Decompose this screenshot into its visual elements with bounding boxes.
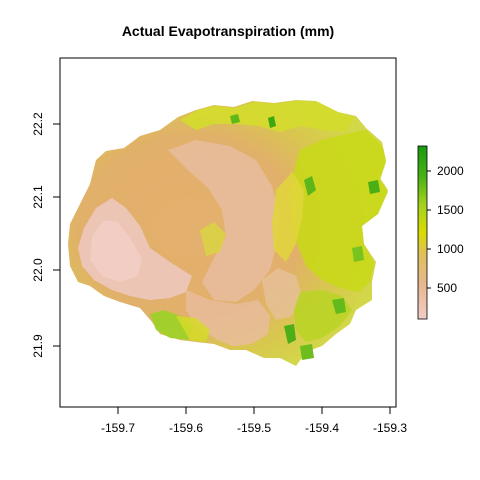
map-title: Actual Evapotranspiration (mm) [122,23,334,39]
y-tick-label: 22.1 [31,185,45,209]
green-patch-southeast [332,298,346,314]
y-tick-label: 21.9 [31,334,45,358]
color-legend: 500 1000 1500 2000 [417,145,464,320]
green-patch-east-coast [352,246,364,262]
dry-southeast-region [262,268,302,320]
east-coast-green [290,130,388,292]
legend-tick-label: 2000 [437,164,464,178]
y-axis: 21.9 22.0 22.1 22.2 [31,112,60,358]
green-patch-mid [304,176,316,196]
legend-tick-label: 1500 [437,203,464,217]
x-tick-label: -159.4 [305,421,339,435]
x-tick-label: -159.3 [373,421,407,435]
plot-frame [59,57,397,408]
raster-layer [68,100,388,366]
north-coast-green [180,101,354,132]
x-tick-label: -159.6 [169,421,203,435]
green-patch-south-coast [300,344,314,360]
east-coast-yellow [272,172,304,262]
x-axis: -159.7 -159.6 -159.5 -159.4 -159.3 [101,407,407,435]
west-interior-yellow [200,222,226,256]
dry-interior-region [168,140,280,302]
green-patch-south [284,324,296,344]
y-tick-label: 22.2 [31,112,45,136]
y-tick-label: 22.0 [31,258,45,282]
green-patch-east [368,180,380,194]
x-tick-label: -159.5 [237,421,271,435]
legend-tick-label: 1000 [437,242,464,256]
green-patch-north [268,116,276,128]
x-tick-label: -159.7 [101,421,135,435]
dry-west-inner [90,220,142,282]
green-patch-northwest [230,114,240,124]
southwest-yellow [176,316,210,342]
legend-tick-label: 500 [437,281,457,295]
legend-colorbar [417,145,428,320]
